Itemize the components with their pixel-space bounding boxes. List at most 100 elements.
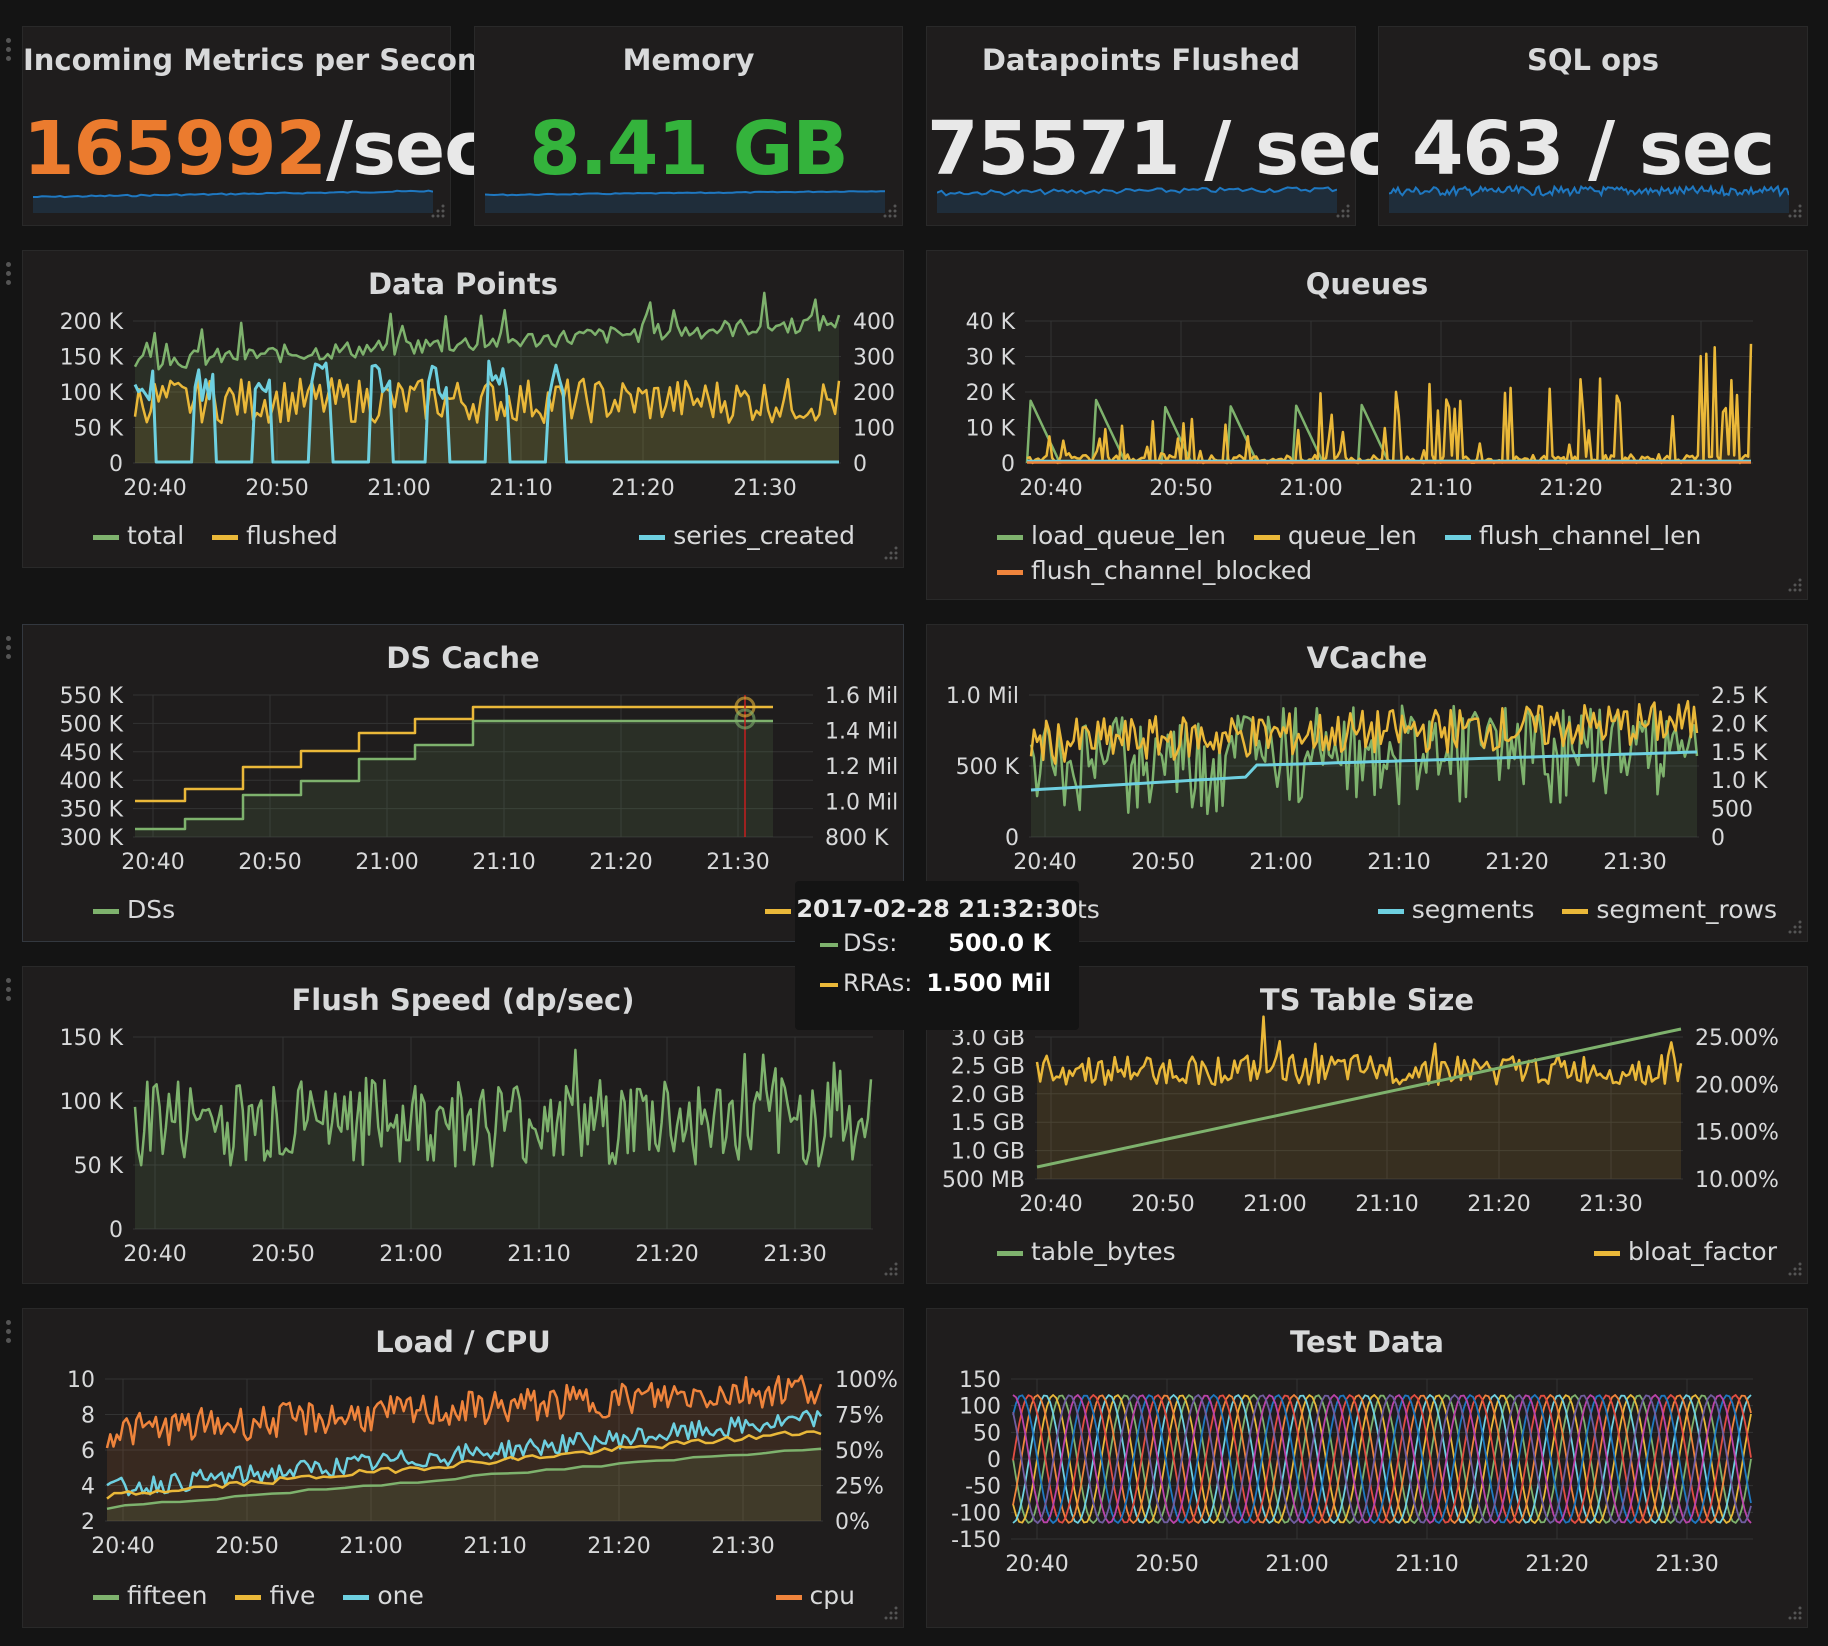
y-axis-tick-label: 1.5 GB bbox=[951, 1111, 1025, 1136]
x-axis-tick-label: 21:20 bbox=[635, 1242, 698, 1267]
stat-panel-memory[interactable]: Memory 8.41 GB bbox=[474, 26, 903, 226]
x-axis-tick-label: 21:20 bbox=[589, 850, 652, 875]
panel-title: Queues bbox=[1305, 267, 1429, 301]
y-axis-tick-label: 0 bbox=[109, 452, 123, 477]
resize-handle[interactable] bbox=[881, 1261, 899, 1279]
y2-axis-tick-label: 200 bbox=[853, 381, 895, 406]
y2-axis-tick-label: 15.00% bbox=[1695, 1121, 1779, 1146]
graph-legend: DSs bbox=[93, 895, 195, 924]
graph-panel-test-data[interactable]: Test Data 150 100 50 0 -50 -100 -150 20:40 20:50… bbox=[926, 1308, 1808, 1628]
tooltip-row-rras: RRAs: 1.500 Mil bbox=[795, 967, 1079, 1003]
x-axis-tick-label: 20:50 bbox=[238, 850, 301, 875]
series-test-4-line bbox=[1012, 1394, 1752, 1524]
x-axis-tick-label: 20:50 bbox=[1131, 850, 1194, 875]
legend-item-segments[interactable]: segments bbox=[1377, 895, 1534, 924]
graph-legend-line2: flush_channel_blocked bbox=[997, 556, 1332, 585]
row-drag-handle[interactable] bbox=[6, 262, 14, 292]
x-axis-tick-label: 21:30 bbox=[1603, 850, 1666, 875]
row-drag-handle[interactable] bbox=[6, 1320, 14, 1350]
legend-item-load-queue-len[interactable]: load_queue_len bbox=[997, 521, 1226, 550]
legend-item-flush-channel-len[interactable]: flush_channel_len bbox=[1444, 521, 1701, 550]
graph-panel-vcache[interactable]: VCache 1.0 Mil 500 K 0 2.5 K 2.0 K 1.5 K 1.0 K… bbox=[926, 624, 1808, 942]
panel-title: Test Data bbox=[1290, 1325, 1444, 1359]
sparkline bbox=[485, 190, 885, 213]
y-axis-tick-label: 30 K bbox=[966, 346, 1016, 371]
panel-title: SQL ops bbox=[1526, 43, 1660, 77]
x-axis-tick-label: 21:30 bbox=[1579, 1192, 1642, 1217]
panel-title: Datapoints Flushed bbox=[981, 43, 1301, 77]
series-queue-len-line bbox=[1026, 343, 1753, 465]
graph-legend-right: segments segment_rows bbox=[1377, 895, 1777, 924]
row-drag-handle[interactable] bbox=[6, 38, 14, 68]
x-axis-tick-label: 20:40 bbox=[1005, 1552, 1068, 1577]
resize-handle[interactable] bbox=[1333, 203, 1351, 221]
stat-panel-incoming-metrics[interactable]: Incoming Metrics per Second 165992/sec bbox=[22, 26, 499, 226]
stat-panel-sql-ops[interactable]: SQL ops 463 / sec bbox=[1378, 26, 1808, 226]
x-axis-tick-label: 21:10 bbox=[463, 1534, 526, 1559]
resize-handle[interactable] bbox=[880, 203, 898, 221]
y-axis-tick-label: 0 bbox=[1005, 826, 1019, 851]
legend-item-flushed[interactable]: flushed bbox=[212, 521, 338, 550]
resize-handle[interactable] bbox=[1785, 577, 1803, 595]
legend-item-one[interactable]: one bbox=[343, 1581, 424, 1610]
resize-handle[interactable] bbox=[1785, 203, 1803, 221]
x-axis-tick-label: 20:40 bbox=[123, 476, 186, 501]
y-axis-tick-label: 4 bbox=[81, 1475, 95, 1500]
row-drag-handle[interactable] bbox=[6, 978, 14, 1008]
y-axis-tick-label: 1.0 Mil bbox=[946, 684, 1019, 709]
graph-panel-ds-cache[interactable]: DS Cache 550 K 500 K 450 K 400 K 350 K 300 K 1… bbox=[22, 624, 904, 942]
legend-item-segment-rows[interactable]: segment_rows bbox=[1562, 895, 1777, 924]
x-axis-tick-label: 20:40 bbox=[123, 1242, 186, 1267]
stat-value: 8.41 GB bbox=[529, 106, 848, 192]
stat-value: 463 / sec bbox=[1411, 106, 1775, 192]
resize-handle[interactable] bbox=[1785, 1261, 1803, 1279]
y-axis-tick-label: 400 K bbox=[60, 769, 124, 794]
y-axis-tick-label: 50 K bbox=[74, 1154, 124, 1179]
resize-handle[interactable] bbox=[881, 1605, 899, 1623]
y-axis-tick-label: 500 MB bbox=[942, 1168, 1025, 1193]
y-axis-tick-label: 1.0 GB bbox=[951, 1140, 1025, 1165]
x-axis-tick-label: 21:20 bbox=[1525, 1552, 1588, 1577]
graph-panel-flush-speed[interactable]: Flush Speed (dp/sec) 150 K 100 K 50 K 0 20:4… bbox=[22, 966, 904, 1284]
stat-panel-datapoints-flushed[interactable]: Datapoints Flushed 75571 / sec bbox=[926, 26, 1391, 226]
y-axis-tick-label: 500 K bbox=[956, 755, 1020, 780]
stat-value: 165992/sec bbox=[23, 106, 488, 192]
y2-axis-tick-label: 20.00% bbox=[1695, 1073, 1779, 1098]
resize-handle[interactable] bbox=[1785, 1605, 1803, 1623]
x-axis-tick-label: 21:30 bbox=[763, 1242, 826, 1267]
sparkline-area bbox=[485, 191, 885, 213]
x-axis-tick-label: 21:20 bbox=[1539, 476, 1602, 501]
legend-item-dss[interactable]: DSs bbox=[93, 895, 175, 924]
x-axis-tick-label: 21:00 bbox=[367, 476, 430, 501]
graph-queues: 40 K 30 K 20 K 10 K 020:40 20:50 21:00 21:10 21:… bbox=[966, 310, 1753, 501]
y2-axis-tick-label: 1.5 K bbox=[1711, 741, 1768, 766]
legend-item-table-bytes[interactable]: table_bytes bbox=[997, 1237, 1176, 1266]
resize-handle[interactable] bbox=[428, 203, 446, 221]
legend-item-total[interactable]: total bbox=[93, 521, 184, 550]
panel-title: VCache bbox=[1306, 641, 1428, 675]
x-axis-tick-label: 21:10 bbox=[489, 476, 552, 501]
panel-title: Incoming Metrics per Second bbox=[23, 43, 499, 77]
sparkline-line bbox=[485, 190, 885, 197]
resize-handle[interactable] bbox=[881, 545, 899, 563]
legend-item-queue-len[interactable]: queue_len bbox=[1253, 521, 1417, 550]
graph-panel-data-points[interactable]: Data Points 200 K 150 K 100 K 50 K 0 400 300 20… bbox=[22, 250, 904, 568]
legend-item-fifteen[interactable]: fifteen bbox=[93, 1581, 208, 1610]
legend-item-bloat-factor[interactable]: bloat_factor bbox=[1594, 1237, 1777, 1266]
row-drag-handle[interactable] bbox=[6, 636, 14, 666]
y2-axis-tick-label: 2.5 K bbox=[1711, 684, 1768, 709]
legend-item-five[interactable]: five bbox=[235, 1581, 315, 1610]
graph-panel-load-cpu[interactable]: Load / CPU 10 8 6 4 2 100% 75% 50% 25% 0% 20:40 20:… bbox=[22, 1308, 904, 1628]
y-axis-tick-label: 10 K bbox=[966, 417, 1016, 442]
y2-axis-tick-label: 0 bbox=[853, 452, 867, 477]
legend-item-flush-channel-blocked[interactable]: flush_channel_blocked bbox=[997, 556, 1312, 585]
legend-item-rras-partial[interactable] bbox=[765, 895, 799, 924]
series-dss-area bbox=[135, 721, 773, 837]
legend-item-series-created[interactable]: series_created bbox=[639, 521, 855, 550]
tooltip-time: 2017-02-28 21:32:30 bbox=[796, 895, 1078, 923]
graph-panel-queues[interactable]: Queues 40 K 30 K 20 K 10 K 0 20:40 20:50 21:00 2… bbox=[926, 250, 1808, 600]
y-axis-tick-label: 300 K bbox=[60, 826, 124, 851]
legend-item-cpu[interactable]: cpu bbox=[775, 1581, 855, 1610]
resize-handle[interactable] bbox=[1785, 919, 1803, 937]
